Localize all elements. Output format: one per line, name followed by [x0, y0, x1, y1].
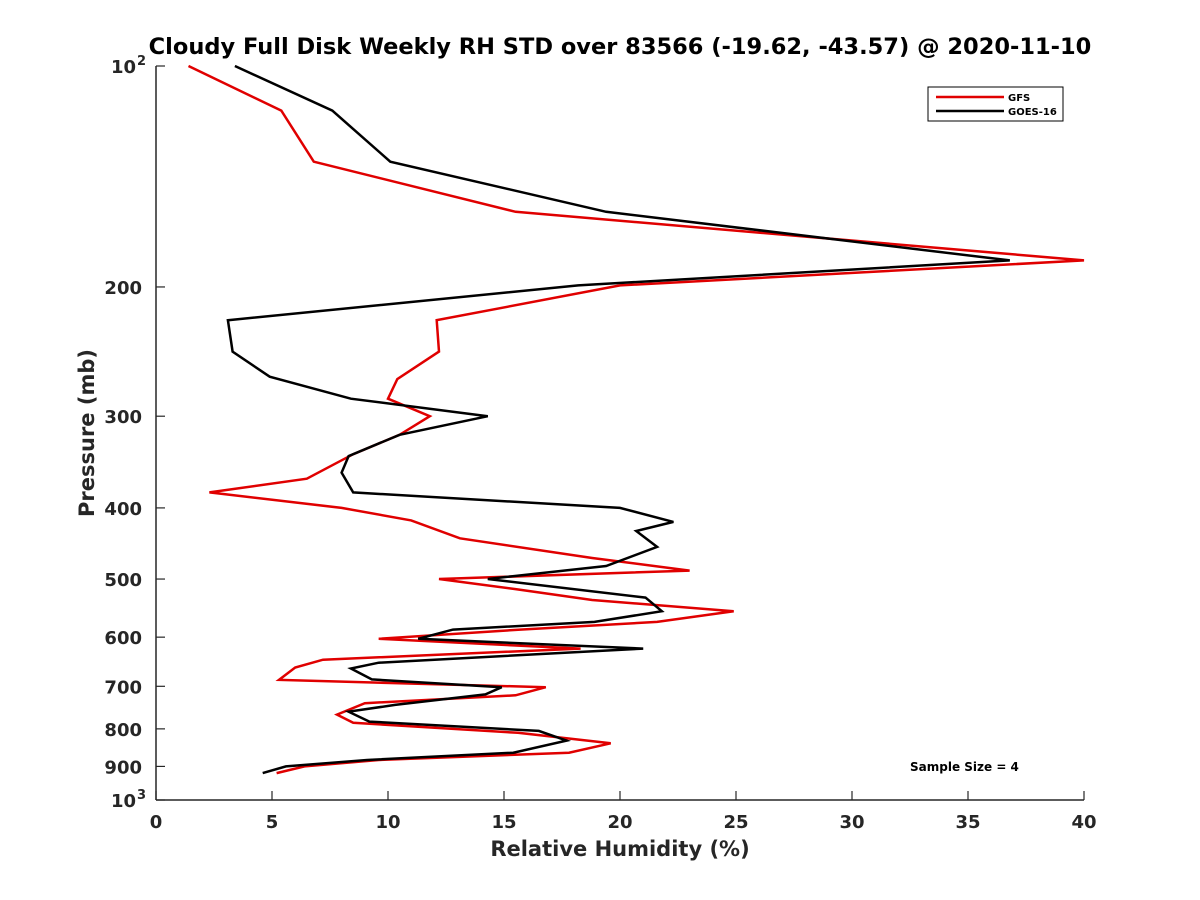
sample-size-annotation: Sample Size = 4: [910, 760, 1019, 774]
y-tick-label: 900: [104, 757, 142, 778]
y-tick-label: 600: [104, 628, 142, 649]
x-tick-label: 5: [266, 812, 279, 833]
x-tick-label: 30: [839, 812, 864, 833]
y-tick-label: 200: [104, 278, 142, 299]
x-axis-label: Relative Humidity (%): [490, 837, 749, 861]
y-tick-label: 400: [104, 499, 142, 520]
legend: GFS GOES-16: [927, 86, 1064, 122]
plot-area: [187, 64, 1085, 775]
legend-label-gfs: GFS: [1008, 93, 1030, 104]
y-tick-label: 700: [104, 677, 142, 698]
legend-box: [927, 86, 1064, 122]
x-tick-label: 0: [150, 812, 163, 833]
y-tick-label: 800: [104, 720, 142, 741]
x-tick-label: 40: [1071, 812, 1096, 833]
y-axis-label: Pressure (mb): [75, 349, 99, 517]
y-tick-label: 10: [111, 791, 136, 812]
chart-title: Cloudy Full Disk Weekly RH STD over 8356…: [149, 34, 1092, 60]
x-tick-label: 15: [491, 812, 516, 833]
legend-label-goes16: GOES-16: [1008, 107, 1057, 118]
x-axis-ticks: 0 5 10 15 20 25 30 35 40: [150, 791, 1097, 833]
series-line-goes-16: [226, 64, 1010, 775]
y-tick-label: 500: [104, 570, 142, 591]
y-tick-exponent: 2: [137, 54, 146, 69]
y-tick-label: 10: [111, 57, 136, 78]
x-tick-label: 20: [607, 812, 632, 833]
y-tick-exponent: 3: [137, 788, 146, 803]
series-line-gfs: [187, 64, 1085, 775]
x-tick-label: 35: [955, 812, 980, 833]
x-tick-label: 10: [375, 812, 400, 833]
y-tick-label: 300: [104, 407, 142, 428]
x-tick-label: 25: [723, 812, 748, 833]
